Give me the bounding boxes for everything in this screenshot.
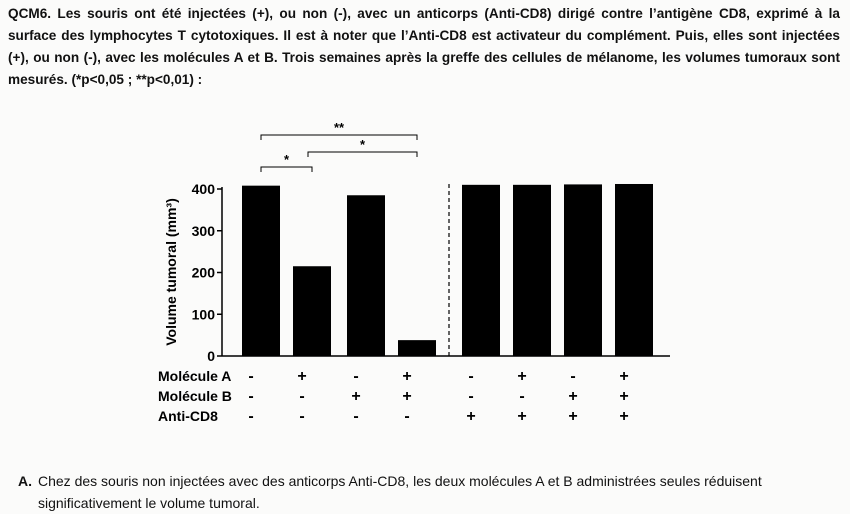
significance-bracket bbox=[260, 134, 418, 140]
option-a[interactable]: A. Chez des souris non injectées avec de… bbox=[18, 470, 828, 514]
y-tick-label: 0 bbox=[207, 348, 215, 364]
bar bbox=[293, 266, 331, 356]
condition-value: - bbox=[248, 368, 253, 385]
condition-row-label: Molécule A bbox=[158, 368, 231, 384]
y-tick-label: 100 bbox=[192, 306, 216, 322]
condition-value: - bbox=[353, 408, 358, 425]
condition-value: + bbox=[619, 368, 628, 385]
condition-value: - bbox=[404, 408, 409, 425]
bar bbox=[242, 185, 280, 356]
condition-value: + bbox=[568, 408, 577, 425]
option-text: Chez des souris non injectées avec des a… bbox=[38, 473, 762, 511]
question-text: QCM6. Les souris ont été injectées (+), … bbox=[8, 6, 840, 87]
condition-value: + bbox=[351, 388, 360, 405]
significance-label: * bbox=[360, 137, 366, 152]
y-tick-label: 200 bbox=[192, 265, 216, 281]
condition-value: - bbox=[248, 388, 253, 405]
condition-value: + bbox=[466, 408, 475, 425]
condition-value: - bbox=[299, 388, 304, 405]
condition-value: + bbox=[517, 368, 526, 385]
significance-bracket bbox=[260, 166, 313, 172]
condition-value: - bbox=[519, 388, 524, 405]
condition-value: - bbox=[468, 388, 473, 405]
significance-bracket bbox=[307, 151, 418, 157]
condition-value: - bbox=[299, 408, 304, 425]
y-tick-label: 400 bbox=[192, 181, 216, 197]
condition-value: + bbox=[402, 368, 411, 385]
bar bbox=[615, 183, 653, 356]
bar bbox=[564, 184, 602, 356]
y-tick-label: 300 bbox=[192, 223, 216, 239]
condition-value: + bbox=[619, 388, 628, 405]
condition-row-label: Molécule B bbox=[158, 388, 232, 404]
bar bbox=[347, 195, 385, 356]
condition-value: + bbox=[568, 388, 577, 405]
condition-value: - bbox=[570, 368, 575, 385]
bar bbox=[513, 184, 551, 356]
condition-value: + bbox=[619, 408, 628, 425]
condition-value: - bbox=[468, 368, 473, 385]
y-axis-label: Volume tumoral (mm³) bbox=[163, 198, 179, 346]
condition-value: - bbox=[248, 408, 253, 425]
option-letter: A. bbox=[18, 473, 32, 489]
condition-value: + bbox=[517, 408, 526, 425]
condition-row-label: Anti-CD8 bbox=[158, 408, 218, 424]
condition-value: + bbox=[297, 368, 306, 385]
significance-label: ** bbox=[334, 120, 345, 135]
bar bbox=[462, 184, 500, 356]
condition-value: + bbox=[402, 388, 411, 405]
condition-value: - bbox=[353, 368, 358, 385]
bar bbox=[398, 340, 436, 356]
significance-label: * bbox=[284, 152, 290, 167]
